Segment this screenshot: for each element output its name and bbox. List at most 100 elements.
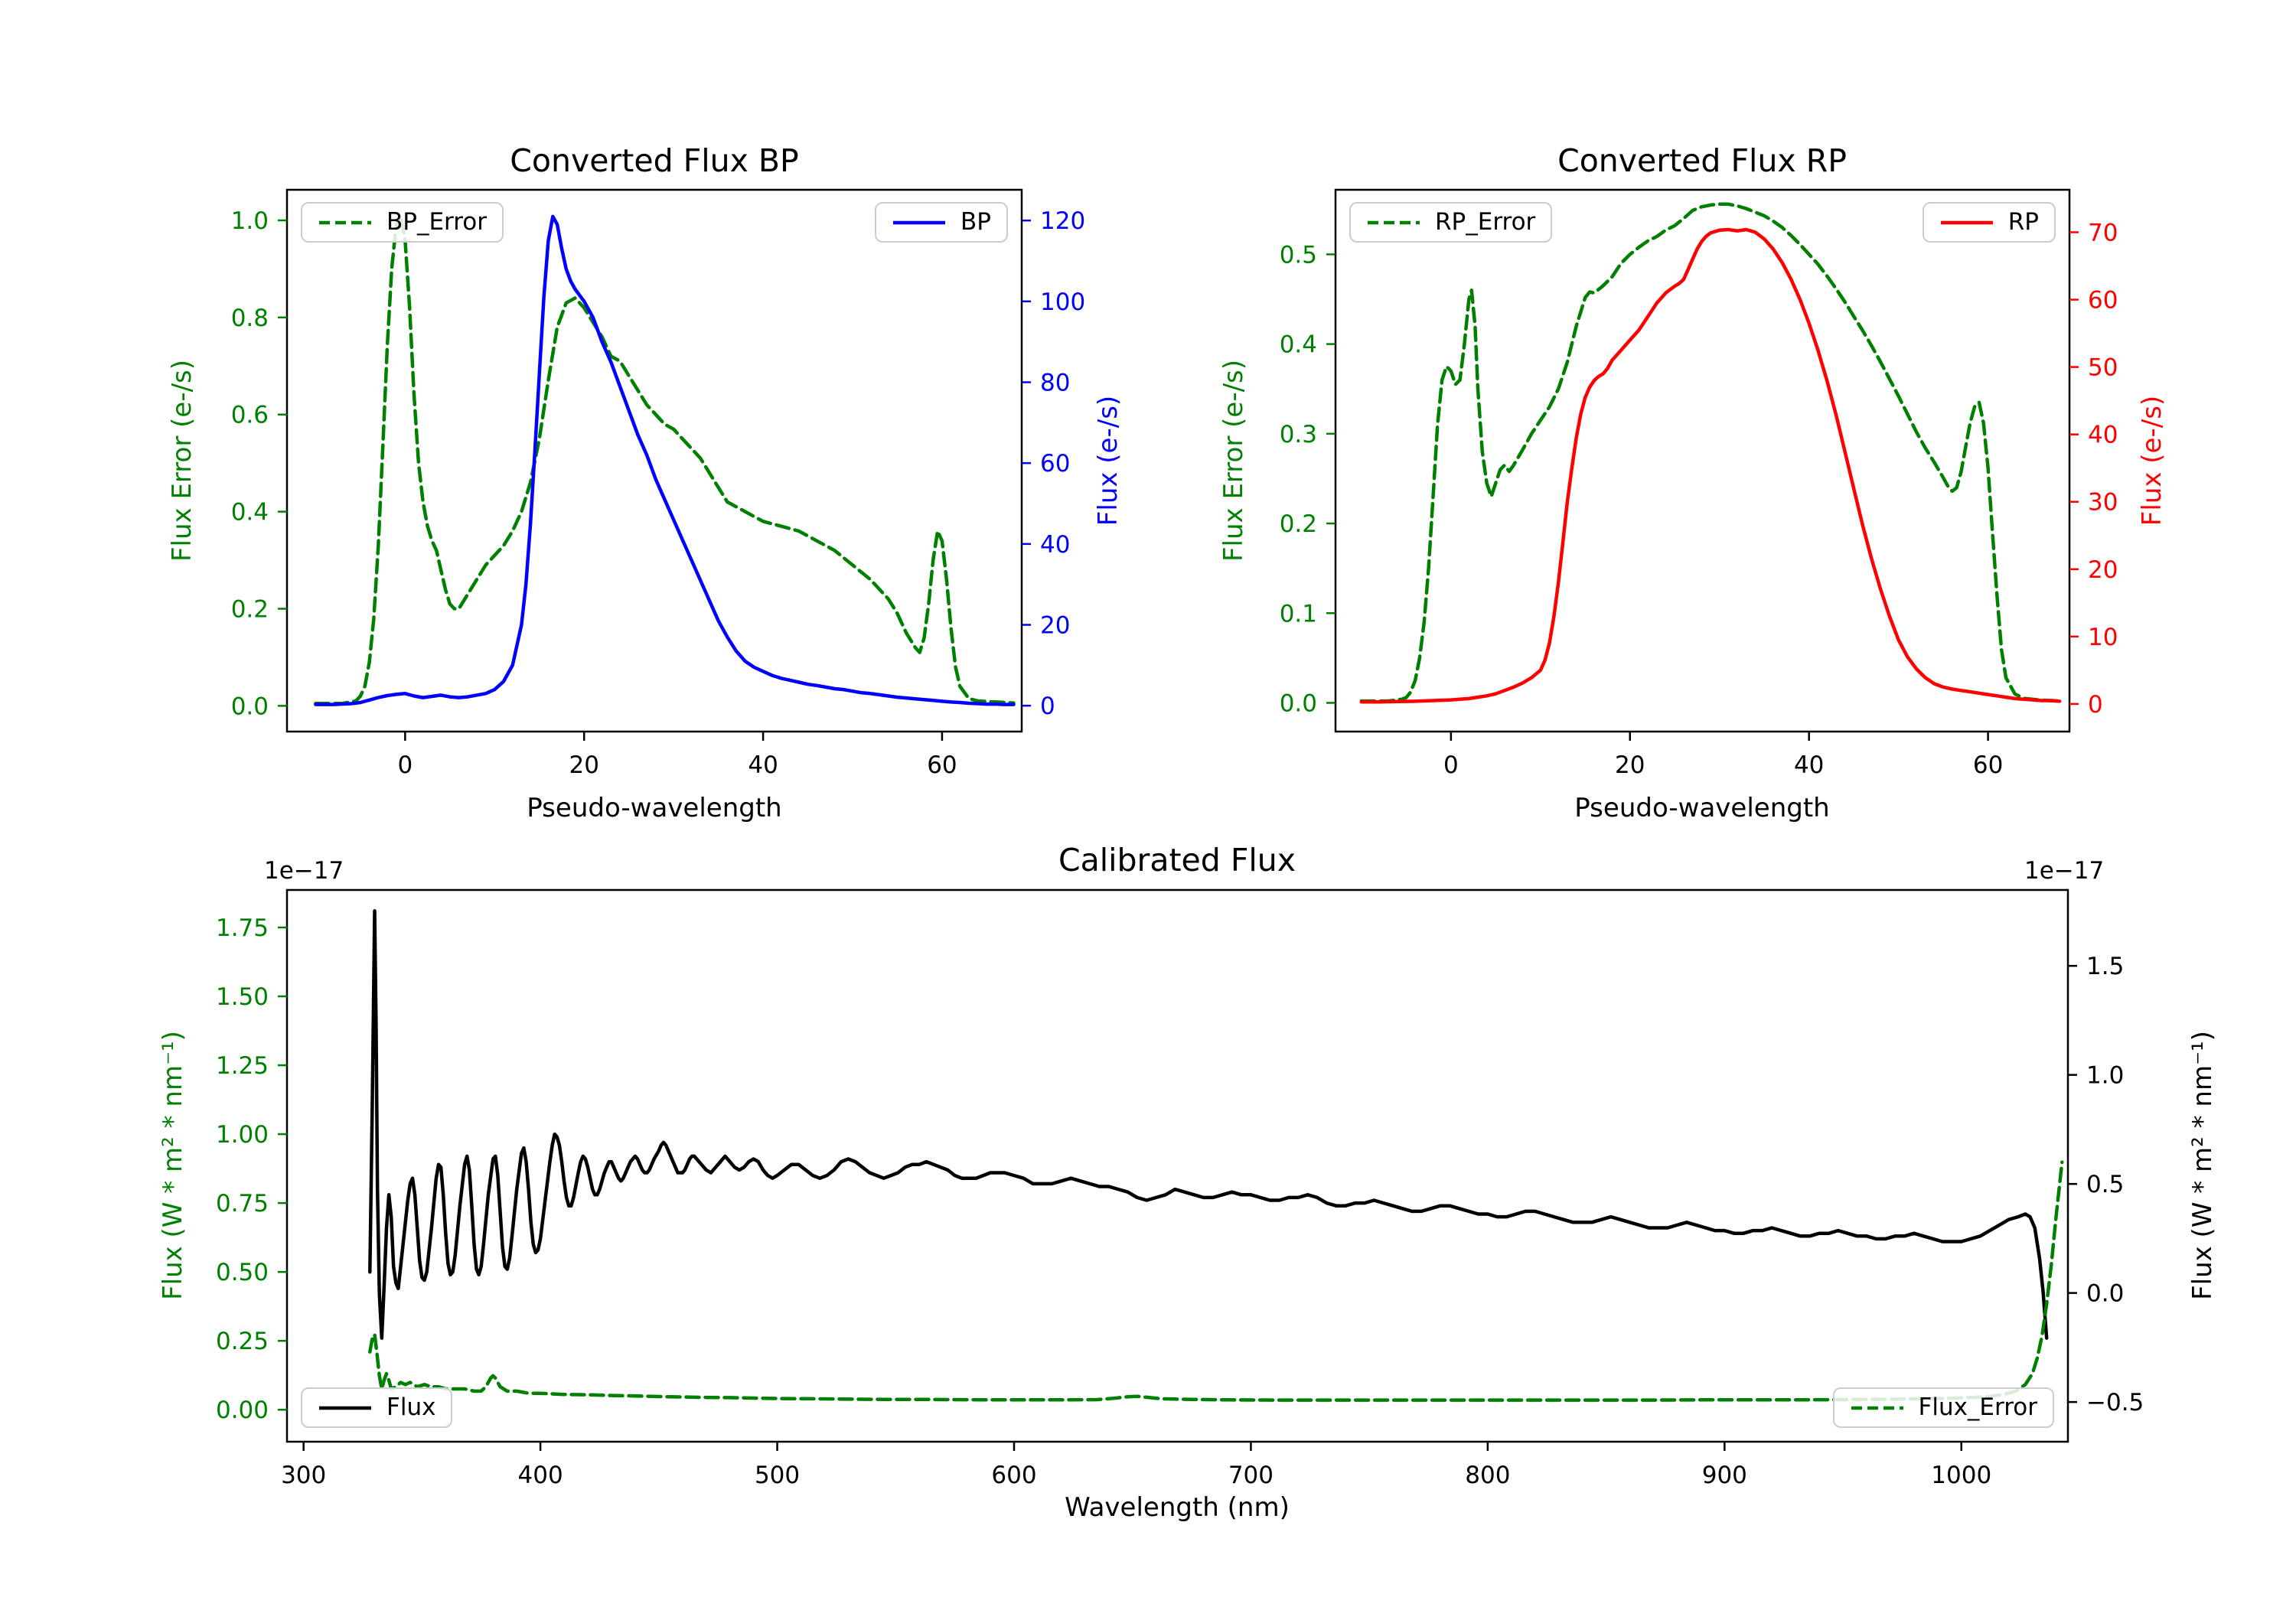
legend-label-flux-error: Flux_Error: [1918, 1393, 2038, 1421]
legend-rp: RP: [1922, 202, 2056, 243]
svg-text:1.5: 1.5: [2086, 953, 2124, 980]
svg-text:20: 20: [569, 751, 598, 779]
yaxis-label-bp-error: Flux Error (e-/s): [167, 359, 197, 562]
calibrated-flux-right-y-ticks: −0.5 0.0 0.5 1.0 1.5: [2068, 953, 2144, 1416]
converted-flux-rp-right-y-ticks: 0 10 20 30 40 50 60 70: [2069, 219, 2118, 719]
svg-text:0.00: 0.00: [216, 1397, 269, 1424]
svg-text:80: 80: [1040, 369, 1070, 396]
svg-text:400: 400: [518, 1462, 563, 1489]
xaxis-label-rp: Pseudo-wavelength: [1574, 793, 1830, 823]
svg-text:0.25: 0.25: [216, 1328, 269, 1355]
bp-error-legend-line-icon: [319, 220, 371, 224]
svg-text:0.0: 0.0: [2086, 1280, 2124, 1308]
svg-text:0.1: 0.1: [1280, 600, 1317, 627]
svg-text:60: 60: [1040, 450, 1070, 478]
offset-text-left: 1e−17: [264, 857, 344, 885]
legend-bp: BP: [875, 202, 1008, 243]
converted-flux-bp-plot-area: 0 20 40 60 0.0 0.2 0.4 0.6 0.8 1.0 0 20 40 60 80 100 120: [231, 188, 1085, 779]
flux-legend-line-icon: [319, 1406, 371, 1410]
xaxis-label-bp: Pseudo-wavelength: [527, 793, 782, 823]
svg-text:800: 800: [1465, 1462, 1510, 1489]
rp-error-legend-line-icon: [1368, 220, 1420, 224]
legend-label-rp: RP: [2007, 208, 2039, 236]
svg-text:0: 0: [1040, 693, 1055, 720]
svg-text:900: 900: [1702, 1462, 1747, 1489]
chart-title-bp: Converted Flux BP: [510, 142, 799, 179]
svg-text:1.0: 1.0: [2086, 1062, 2124, 1090]
svg-text:10: 10: [2088, 624, 2118, 651]
svg-text:500: 500: [755, 1462, 800, 1489]
calibrated-flux-spines: [285, 888, 2069, 1443]
svg-text:70: 70: [2088, 219, 2118, 246]
rp-legend-line-icon: [1940, 220, 1993, 224]
bp-error-series-line: [314, 214, 1016, 706]
svg-text:40: 40: [2088, 422, 2118, 449]
svg-text:40: 40: [1040, 531, 1070, 559]
chart-title-calibrated-flux: Calibrated Flux: [1058, 842, 1296, 878]
svg-text:0.6: 0.6: [231, 402, 269, 429]
chart-title-rp: Converted Flux RP: [1557, 142, 1847, 179]
svg-text:60: 60: [927, 751, 957, 779]
svg-text:60: 60: [1973, 751, 2003, 779]
svg-text:1.00: 1.00: [216, 1121, 269, 1149]
converted-flux-bp-x-ticks: 0 20 40 60: [397, 732, 957, 779]
svg-text:20: 20: [1615, 751, 1645, 779]
svg-text:0: 0: [2088, 691, 2103, 719]
bp-legend-line-icon: [893, 220, 946, 224]
svg-text:1.0: 1.0: [231, 207, 269, 235]
legend-label-bp: BP: [960, 208, 991, 236]
calibrated-flux-left-y-ticks: 0.00 0.25 0.50 0.75 1.00 1.25 1.50 1.75: [216, 914, 287, 1424]
bp-series-line: [314, 214, 1016, 706]
legend-label-bp-error: BP_Error: [386, 208, 488, 236]
svg-text:0.2: 0.2: [231, 595, 269, 623]
converted-flux-rp-plot-area: 0 20 40 60 0.0 0.1 0.2 0.3 0.4 0.5 0 10 20 30 40 50 60 70: [1280, 188, 2118, 779]
svg-text:0: 0: [397, 751, 413, 779]
converted-flux-rp-x-ticks: 0 20 40 60: [1443, 732, 2003, 779]
svg-text:60: 60: [2088, 287, 2118, 315]
converted-flux-bp-spines: [285, 188, 1023, 733]
svg-text:−0.5: −0.5: [2086, 1389, 2144, 1416]
yaxis-label-rp-flux: Flux (e-/s): [2137, 395, 2167, 526]
svg-text:100: 100: [1040, 288, 1085, 316]
svg-text:50: 50: [2088, 354, 2118, 382]
legend-bp-error: BP_Error: [301, 202, 504, 243]
svg-text:0.50: 0.50: [216, 1259, 269, 1286]
legend-label-flux: Flux: [386, 1393, 436, 1421]
rp-error-series-line: [1359, 202, 2062, 703]
svg-text:0.3: 0.3: [1280, 421, 1317, 448]
legend-rp-error: RP_Error: [1349, 202, 1553, 243]
svg-text:1.25: 1.25: [216, 1052, 269, 1080]
svg-text:300: 300: [281, 1462, 326, 1489]
offset-text-right: 1e−17: [2024, 857, 2105, 885]
flux-series-line: [368, 909, 2049, 1340]
svg-text:40: 40: [1794, 751, 1824, 779]
legend-flux-error: Flux_Error: [1832, 1387, 2054, 1428]
svg-text:20: 20: [2088, 556, 2118, 584]
svg-text:0.5: 0.5: [1280, 241, 1317, 269]
svg-text:1.75: 1.75: [216, 914, 269, 942]
svg-text:0.4: 0.4: [231, 499, 269, 526]
yaxis-label-bp-flux: Flux (e-/s): [1093, 395, 1124, 526]
rp-series-line: [1359, 227, 2062, 704]
converted-flux-rp-left-y-ticks: 0.0 0.1 0.2 0.3 0.4 0.5: [1280, 241, 1336, 717]
svg-text:120: 120: [1040, 207, 1085, 235]
svg-text:0.8: 0.8: [231, 305, 269, 332]
svg-text:0.0: 0.0: [1280, 689, 1317, 717]
svg-text:1.50: 1.50: [216, 983, 269, 1011]
svg-text:40: 40: [748, 751, 778, 779]
converted-flux-bp-left-y-ticks: 0.0 0.2 0.4 0.6 0.8 1.0: [231, 207, 287, 720]
converted-flux-rp-spines: [1334, 188, 2071, 733]
flux-error-legend-line-icon: [1851, 1406, 1903, 1410]
yaxis-label-flux-right: Flux (W * m² * nm⁻¹): [2187, 1031, 2218, 1300]
svg-text:0.5: 0.5: [2086, 1171, 2124, 1198]
svg-text:0.4: 0.4: [1280, 331, 1317, 359]
calibrated-flux-plot-area: 300 400 500 600 700 800 900 1000 0.00 0.25 0.50 0.7…: [216, 888, 2144, 1489]
yaxis-label-flux-left: Flux (W * m² * nm⁻¹): [158, 1031, 188, 1300]
yaxis-label-rp-error: Flux Error (e-/s): [1218, 359, 1249, 562]
svg-text:0.75: 0.75: [216, 1190, 269, 1217]
svg-text:0.2: 0.2: [1280, 510, 1317, 538]
svg-text:30: 30: [2088, 489, 2118, 517]
legend-flux: Flux: [301, 1387, 453, 1428]
